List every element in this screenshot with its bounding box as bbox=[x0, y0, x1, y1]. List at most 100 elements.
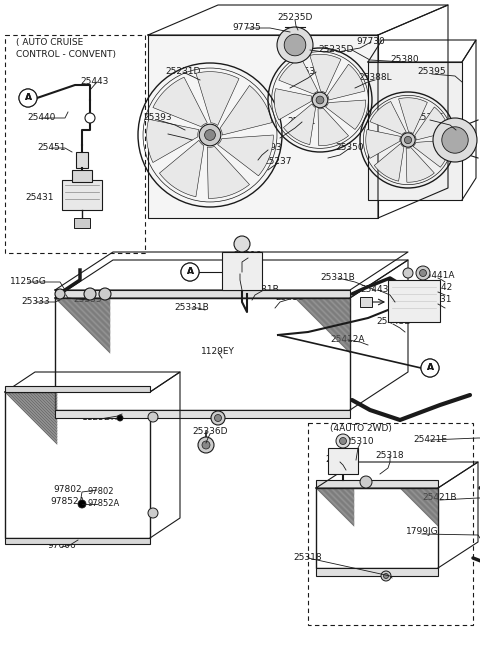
Circle shape bbox=[78, 500, 86, 508]
Circle shape bbox=[416, 266, 430, 280]
Circle shape bbox=[198, 437, 214, 453]
Polygon shape bbox=[147, 119, 199, 162]
Text: 97802: 97802 bbox=[54, 485, 82, 495]
Text: A: A bbox=[24, 94, 32, 102]
Bar bbox=[316, 488, 438, 568]
Text: 25310: 25310 bbox=[346, 438, 374, 447]
Circle shape bbox=[181, 263, 199, 281]
Text: 25386C: 25386C bbox=[299, 67, 334, 77]
Bar bbox=[55, 410, 350, 418]
Text: 1799JG: 1799JG bbox=[406, 527, 438, 536]
Polygon shape bbox=[327, 64, 365, 100]
Polygon shape bbox=[370, 102, 406, 134]
Text: 25237: 25237 bbox=[264, 157, 292, 166]
Text: 25431: 25431 bbox=[424, 295, 452, 305]
Circle shape bbox=[19, 89, 37, 107]
Text: 25443D: 25443D bbox=[360, 286, 396, 295]
Polygon shape bbox=[366, 130, 401, 159]
Polygon shape bbox=[196, 71, 239, 126]
Bar bbox=[55, 290, 350, 298]
Text: 25388L: 25388L bbox=[358, 73, 392, 83]
Circle shape bbox=[284, 34, 306, 56]
Text: (4AUTO 2WD): (4AUTO 2WD) bbox=[330, 424, 392, 432]
Text: 1129EY: 1129EY bbox=[201, 348, 235, 356]
Text: A: A bbox=[187, 267, 193, 276]
Text: 97735: 97735 bbox=[233, 24, 262, 33]
Polygon shape bbox=[217, 135, 274, 176]
Polygon shape bbox=[274, 88, 312, 120]
Text: A: A bbox=[24, 94, 32, 102]
Text: 25231: 25231 bbox=[288, 117, 316, 126]
Bar bbox=[222, 252, 262, 290]
Text: 25336D: 25336D bbox=[192, 428, 228, 436]
Circle shape bbox=[433, 118, 477, 162]
Text: 25231D: 25231D bbox=[165, 67, 201, 77]
Polygon shape bbox=[207, 147, 250, 198]
Text: 97852A: 97852A bbox=[88, 500, 120, 508]
Circle shape bbox=[384, 574, 388, 578]
Bar bbox=[388, 280, 440, 322]
Polygon shape bbox=[374, 143, 404, 181]
Text: 97802: 97802 bbox=[88, 487, 115, 496]
Polygon shape bbox=[398, 98, 427, 134]
Circle shape bbox=[421, 359, 439, 377]
Circle shape bbox=[148, 508, 158, 518]
Circle shape bbox=[181, 263, 199, 281]
Bar bbox=[148, 35, 378, 218]
Circle shape bbox=[339, 438, 347, 445]
Text: 25350: 25350 bbox=[336, 143, 364, 153]
Text: 97730: 97730 bbox=[357, 37, 385, 47]
Bar bbox=[360, 297, 372, 307]
Bar bbox=[5, 392, 150, 538]
Text: ( AUTO CRUISE: ( AUTO CRUISE bbox=[16, 37, 83, 47]
Text: 25412A: 25412A bbox=[331, 335, 365, 345]
Circle shape bbox=[234, 236, 250, 252]
Bar bbox=[76, 152, 88, 168]
Text: 1125DR: 1125DR bbox=[82, 413, 118, 422]
Bar bbox=[74, 218, 90, 228]
Text: 25451: 25451 bbox=[38, 143, 66, 153]
Polygon shape bbox=[318, 108, 348, 146]
Polygon shape bbox=[279, 58, 318, 94]
Circle shape bbox=[381, 571, 391, 581]
Text: A: A bbox=[427, 364, 433, 373]
Polygon shape bbox=[406, 147, 434, 182]
Text: 25330: 25330 bbox=[226, 267, 254, 276]
Polygon shape bbox=[413, 140, 450, 167]
Text: 25331B: 25331B bbox=[245, 286, 279, 295]
Circle shape bbox=[84, 288, 96, 300]
Circle shape bbox=[211, 411, 225, 425]
Circle shape bbox=[99, 288, 111, 300]
Text: 25393: 25393 bbox=[144, 113, 172, 122]
Text: 25335: 25335 bbox=[74, 295, 102, 305]
Circle shape bbox=[420, 269, 427, 276]
Circle shape bbox=[117, 415, 123, 421]
Text: 25331B: 25331B bbox=[175, 303, 209, 312]
Text: 25431: 25431 bbox=[26, 193, 54, 202]
Bar bbox=[328, 448, 358, 474]
Text: CONTROL - CONVENT): CONTROL - CONVENT) bbox=[16, 50, 116, 58]
Circle shape bbox=[442, 127, 468, 153]
Polygon shape bbox=[310, 54, 341, 93]
Text: 25318: 25318 bbox=[294, 553, 322, 563]
Text: 97606: 97606 bbox=[48, 540, 76, 550]
Bar bbox=[316, 568, 438, 576]
Text: 1125GG: 1125GG bbox=[10, 278, 47, 286]
Text: 25395: 25395 bbox=[418, 67, 446, 77]
Circle shape bbox=[148, 412, 158, 422]
Polygon shape bbox=[325, 100, 366, 130]
Bar bbox=[316, 480, 438, 488]
Text: 25411: 25411 bbox=[276, 293, 304, 303]
Text: 25330: 25330 bbox=[326, 455, 354, 464]
Text: 25440: 25440 bbox=[28, 113, 56, 122]
Circle shape bbox=[403, 268, 413, 278]
Bar bbox=[62, 180, 102, 210]
Circle shape bbox=[55, 289, 65, 299]
Text: 25421B: 25421B bbox=[423, 493, 457, 502]
Text: 25393: 25393 bbox=[254, 143, 282, 153]
Circle shape bbox=[215, 415, 221, 422]
Circle shape bbox=[312, 92, 328, 108]
Polygon shape bbox=[415, 107, 449, 140]
Bar bbox=[55, 298, 350, 410]
Text: 25380: 25380 bbox=[391, 56, 420, 64]
